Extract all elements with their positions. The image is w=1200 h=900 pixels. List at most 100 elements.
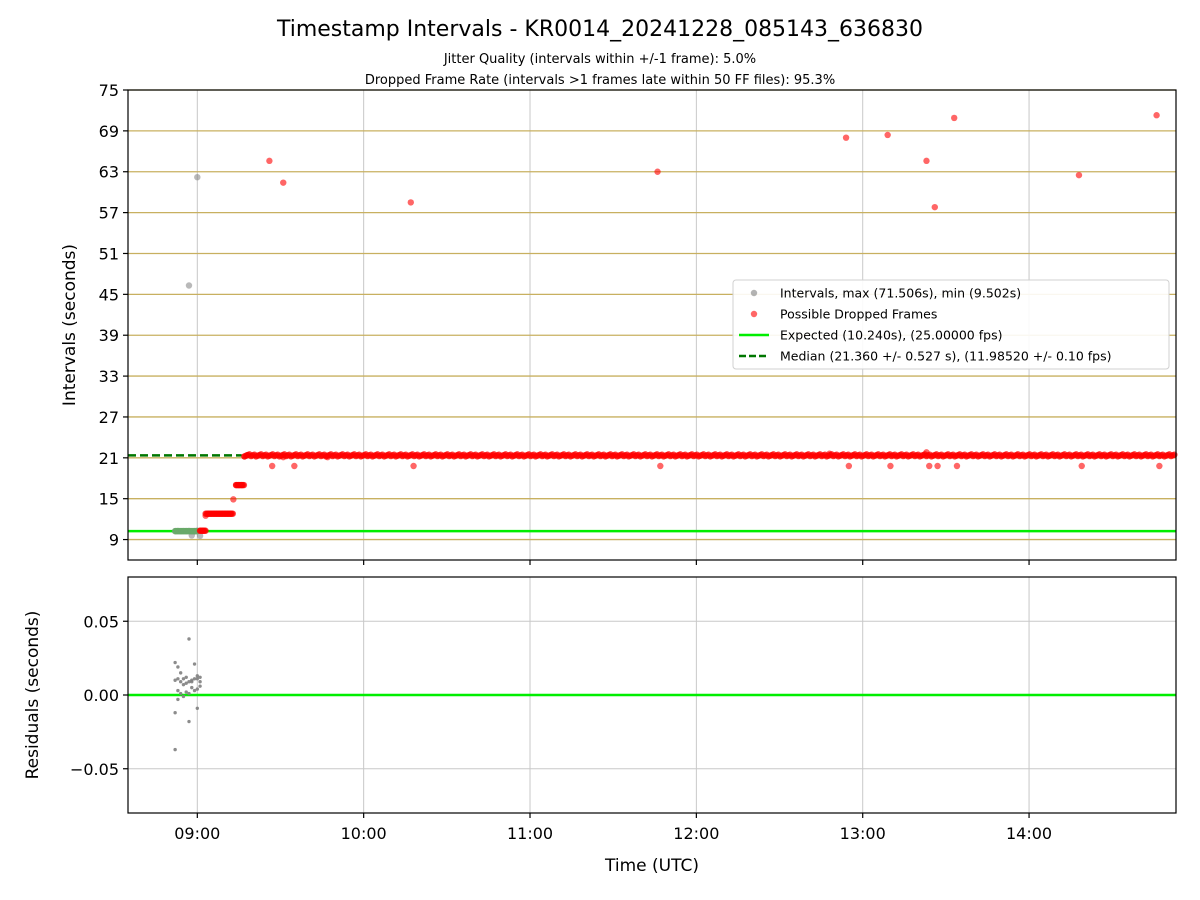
- dropped-frame-point: [1075, 171, 1083, 179]
- dropped-frame-point: [657, 462, 664, 470]
- residual-point: [198, 684, 202, 688]
- top-plot-frame: [127, 89, 1177, 561]
- dropped-frame-point: [230, 496, 237, 503]
- residual-point: [178, 680, 183, 684]
- dropped-frame-point: [407, 199, 414, 206]
- dropped-frame-point: [266, 157, 273, 165]
- dropped-frame-point: [291, 462, 298, 470]
- dropped-frame-point: [410, 462, 417, 470]
- legend-marker: [750, 289, 758, 297]
- legend-label: Median (21.360 +/- 0.527 s), (11.98520 +…: [780, 349, 1111, 364]
- top-ytick-label: 39: [99, 326, 119, 345]
- dropped-frame-point: [1078, 462, 1085, 470]
- dropped-frame-point: [268, 462, 276, 470]
- residual-point: [187, 719, 191, 724]
- bottom-data-points: [173, 637, 202, 752]
- bottom-ytick-label: −0.05: [70, 760, 119, 779]
- legend: Intervals, max (71.506s), min (9.502s) Po…: [732, 279, 1170, 370]
- legend-box: [732, 279, 1170, 370]
- dropped-frame-point: [845, 462, 853, 470]
- top-ytick-label: 9: [109, 531, 119, 550]
- residual-point: [195, 706, 200, 710]
- residual-point: [181, 677, 186, 681]
- dropped-frame-point: [923, 449, 930, 456]
- chart-title: Timestamp Intervals - KR0014_20241228_08…: [276, 17, 923, 42]
- top-ytick-label: 33: [99, 367, 119, 386]
- residual-point: [173, 711, 177, 715]
- top-ytick-label: 15: [99, 490, 119, 509]
- x-tick-label: 09:00: [174, 824, 220, 843]
- legend-marker: [750, 310, 758, 318]
- dropped-frame-point: [1156, 462, 1163, 470]
- top-reference-lines: [128, 454, 1176, 533]
- x-axis-label: Time (UTC): [604, 856, 699, 876]
- dropped-frame-point: [931, 203, 938, 211]
- x-tick-label: 11:00: [507, 824, 553, 843]
- residual-point: [192, 688, 197, 693]
- dropped-frame-point: [826, 450, 833, 457]
- residual-point: [178, 671, 183, 675]
- x-tick-label: 10:00: [341, 824, 387, 843]
- residual-point: [195, 687, 200, 691]
- dropped-frame-point: [229, 510, 236, 517]
- bottom-y-axis-label: Residuals (seconds): [23, 611, 43, 780]
- x-tick-label: 14:00: [1006, 824, 1052, 843]
- residual-point: [181, 694, 186, 699]
- top-x-ticks: [196, 560, 1030, 565]
- top-plot-panel: 9 15 21 27 33 39 45 51 57 63 69 75 Intervals (secon…: [60, 81, 1178, 565]
- residual-point: [184, 681, 188, 685]
- residual-point: [176, 688, 180, 693]
- interval-point: [194, 173, 201, 181]
- top-ytick-label: 57: [99, 204, 119, 223]
- dropped-frame-point: [887, 462, 894, 470]
- residual-point: [187, 637, 191, 641]
- residual-point: [195, 677, 200, 681]
- top-data-points: [171, 112, 1178, 540]
- interval-point: [196, 532, 204, 540]
- residual-point: [190, 680, 194, 684]
- dropped-frame-point: [201, 527, 209, 534]
- residual-point: [176, 697, 180, 702]
- top-y-axis-label: Intervals (seconds): [60, 244, 80, 406]
- dropped-frame-point: [951, 114, 958, 122]
- dropped-frame-point: [926, 462, 933, 470]
- residual-point: [198, 675, 202, 679]
- dropped-frame-point: [923, 157, 930, 165]
- dropped-frame-point: [884, 131, 891, 139]
- residual-point: [176, 677, 180, 681]
- top-ytick-label: 51: [99, 244, 119, 263]
- bottom-y-ticks: −0.05 0.00 0.05: [70, 612, 128, 779]
- dropped-frame-point: [324, 453, 331, 461]
- top-ytick-label: 21: [99, 449, 119, 468]
- top-ytick-label: 69: [99, 122, 119, 141]
- top-ytick-label: 75: [99, 81, 119, 100]
- chart-subtitle-dropped: Dropped Frame Rate (intervals >1 frames …: [365, 73, 835, 88]
- residual-point: [192, 677, 197, 681]
- dropped-frame-point: [654, 168, 661, 175]
- residual-point: [198, 680, 202, 684]
- dropped-frame-point: [934, 462, 941, 470]
- dropped-frame-point: [953, 462, 961, 470]
- legend-label: Intervals, max (71.506s), min (9.502s): [780, 286, 1021, 301]
- bottom-ytick-label: 0.00: [83, 686, 119, 705]
- top-y-ticks: 9 15 21 27 33 39 45 51 57 63 69 75: [99, 81, 128, 550]
- x-tick-label: 12:00: [673, 824, 719, 843]
- dropped-frame-point: [280, 453, 287, 461]
- residual-point: [173, 678, 177, 682]
- top-ytick-label: 27: [99, 408, 119, 427]
- top-ytick-label: 63: [99, 163, 119, 182]
- bottom-plot-panel: −0.05 0.00 0.05 09:00 10:00 11:00 12:00 13:00 1…: [23, 576, 1177, 876]
- residual-point: [195, 674, 200, 678]
- legend-label: Possible Dropped Frames: [780, 307, 937, 322]
- residual-point: [176, 665, 180, 669]
- chart-subtitle-jitter: Jitter Quality (intervals within +/-1 fr…: [443, 52, 756, 67]
- dropped-frame-point: [842, 134, 850, 141]
- residual-point: [187, 691, 191, 696]
- residual-point: [173, 747, 177, 752]
- residual-point: [184, 675, 188, 679]
- top-ytick-label: 45: [99, 285, 119, 304]
- dropped-frame-point: [244, 451, 251, 459]
- dropped-frame-point: [280, 179, 287, 186]
- residual-point: [173, 660, 177, 665]
